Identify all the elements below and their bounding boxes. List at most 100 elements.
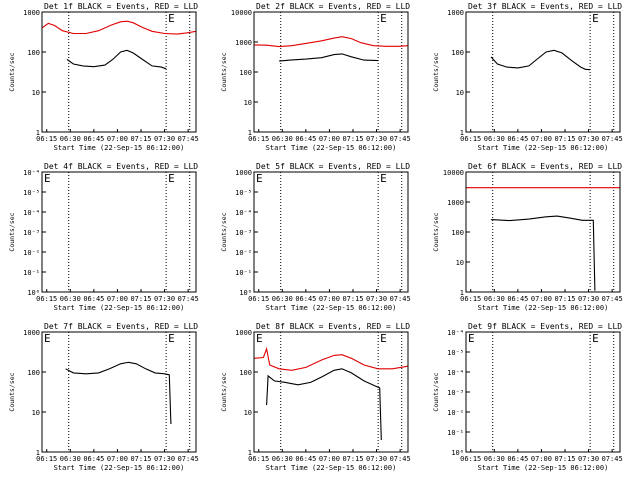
x-tick-label: 07:30	[154, 295, 175, 303]
x-axis-label: Start Time (22-Sep-15 06:12:00)	[54, 304, 185, 312]
x-tick-label: 06:15	[248, 135, 269, 143]
panel-title: Det 8f BLACK = Events, RED = LLD	[256, 322, 410, 331]
x-tick-label: 07:00	[531, 295, 552, 303]
x-tick-label: 07:15	[130, 295, 151, 303]
black-series-line	[65, 361, 172, 425]
x-axis-label: Start Time (22-Sep-15 06:12:00)	[478, 304, 609, 312]
plot-frame	[465, 11, 621, 133]
plot-frame	[465, 331, 621, 453]
y-tick-label: 10⁻¹	[235, 269, 252, 277]
event-flag: E	[468, 332, 475, 345]
x-tick-label: 06:15	[460, 295, 481, 303]
black-series-line	[266, 368, 382, 441]
panel-title: Det 1f BLACK = Events, RED = LLD	[44, 2, 198, 11]
panel-title: Det 7f BLACK = Events, RED = LLD	[44, 322, 198, 331]
y-tick-label: 100	[239, 69, 252, 77]
y-tick-label: 1	[248, 449, 252, 457]
y-tick-label: 10⁻⁴	[447, 369, 464, 377]
y-tick-label: 10⁻⁵	[23, 189, 40, 197]
y-tick-label: 100	[451, 49, 464, 57]
x-tick-label: 06:30	[60, 455, 81, 463]
x-tick-label: 07:45	[390, 295, 411, 303]
y-axis-label: Counts/sec	[432, 212, 440, 251]
y-tick-label: 100	[451, 229, 464, 237]
x-tick-label: 06:45	[295, 135, 316, 143]
y-tick-label: 10⁻⁴	[447, 329, 464, 337]
x-axis-label: Start Time (22-Sep-15 06:12:00)	[478, 144, 609, 152]
x-tick-label: 07:00	[107, 135, 128, 143]
y-tick-label: 10⁻³	[447, 389, 464, 397]
y-axis-label: Counts/sec	[432, 372, 440, 411]
x-tick-label: 07:30	[154, 455, 175, 463]
x-tick-label: 06:45	[295, 295, 316, 303]
x-tick-label: 07:00	[319, 455, 340, 463]
y-tick-label: 10⁻³	[235, 229, 252, 237]
y-tick-label: 10⁻²	[447, 409, 464, 417]
x-axis-label: Start Time (22-Sep-15 06:12:00)	[266, 144, 397, 152]
x-axis-label: Start Time (22-Sep-15 06:12:00)	[266, 304, 397, 312]
y-tick-label: 10⁻²	[235, 249, 252, 257]
y-tick-label: 100	[239, 369, 252, 377]
x-tick-label: 06:15	[36, 455, 57, 463]
y-tick-label: 10⁻⁴	[235, 209, 252, 217]
x-tick-label: 06:45	[507, 135, 528, 143]
event-flag: E	[592, 332, 599, 345]
y-tick-label: 10⁻¹	[447, 429, 464, 437]
y-tick-label: 100	[27, 49, 40, 57]
plot-frame	[465, 171, 621, 293]
x-tick-label: 07:15	[554, 295, 575, 303]
panel-title: Det 6f BLACK = Events, RED = LLD	[468, 162, 622, 171]
x-tick-label: 07:00	[107, 295, 128, 303]
x-tick-label: 07:15	[342, 135, 363, 143]
y-axis-label: Counts/sec	[432, 52, 440, 91]
y-tick-label: 10	[32, 409, 40, 417]
red-series-line	[253, 36, 409, 48]
y-tick-label: 10⁻⁵	[447, 349, 464, 357]
x-tick-label: 07:45	[390, 455, 411, 463]
plot-frame	[253, 11, 409, 133]
black-series-line	[279, 53, 379, 62]
x-tick-label: 07:00	[319, 135, 340, 143]
x-tick-label: 07:00	[531, 455, 552, 463]
x-tick-label: 06:30	[484, 135, 505, 143]
y-axis-label: Counts/sec	[220, 52, 228, 91]
event-flag: E	[380, 172, 387, 185]
panel-2: Det 2f BLACK = Events, RED = LLD 06:15 06:…	[220, 2, 411, 152]
x-tick-label: 07:30	[578, 135, 599, 143]
y-tick-label: 1000	[23, 9, 40, 17]
plot-frame	[41, 11, 197, 133]
x-tick-label: 07:15	[130, 135, 151, 143]
y-tick-label: 10⁰	[27, 289, 40, 297]
red-series-line	[253, 346, 409, 371]
black-series-line	[490, 49, 591, 71]
y-tick-label: 10	[456, 259, 464, 267]
x-tick-label: 07:45	[178, 135, 199, 143]
panel-title: Det 5f BLACK = Events, RED = LLD	[256, 162, 410, 171]
x-tick-label: 07:00	[531, 135, 552, 143]
x-tick-label: 06:30	[484, 455, 505, 463]
x-tick-label: 07:45	[178, 455, 199, 463]
x-tick-label: 06:30	[272, 295, 293, 303]
x-tick-label: 06:30	[484, 295, 505, 303]
y-tick-label: 10000	[443, 169, 464, 177]
y-tick-label: 10⁻⁴	[23, 209, 40, 217]
y-tick-label: 1	[460, 129, 464, 137]
x-tick-label: 07:45	[602, 455, 623, 463]
x-tick-label: 07:15	[554, 135, 575, 143]
y-tick-label: 1	[248, 129, 252, 137]
x-tick-label: 07:00	[319, 295, 340, 303]
y-tick-label: 10⁰	[239, 289, 252, 297]
panel-title: Det 2f BLACK = Events, RED = LLD	[256, 2, 410, 11]
y-tick-label: 10⁻⁵	[235, 189, 252, 197]
x-tick-label: 06:15	[460, 455, 481, 463]
x-tick-label: 07:30	[578, 455, 599, 463]
x-tick-label: 07:15	[342, 295, 363, 303]
x-tick-label: 06:15	[36, 295, 57, 303]
y-tick-label: 10	[244, 409, 252, 417]
event-flag: E	[592, 12, 599, 25]
y-tick-label: 10⁰	[451, 449, 464, 457]
x-tick-label: 06:15	[36, 135, 57, 143]
